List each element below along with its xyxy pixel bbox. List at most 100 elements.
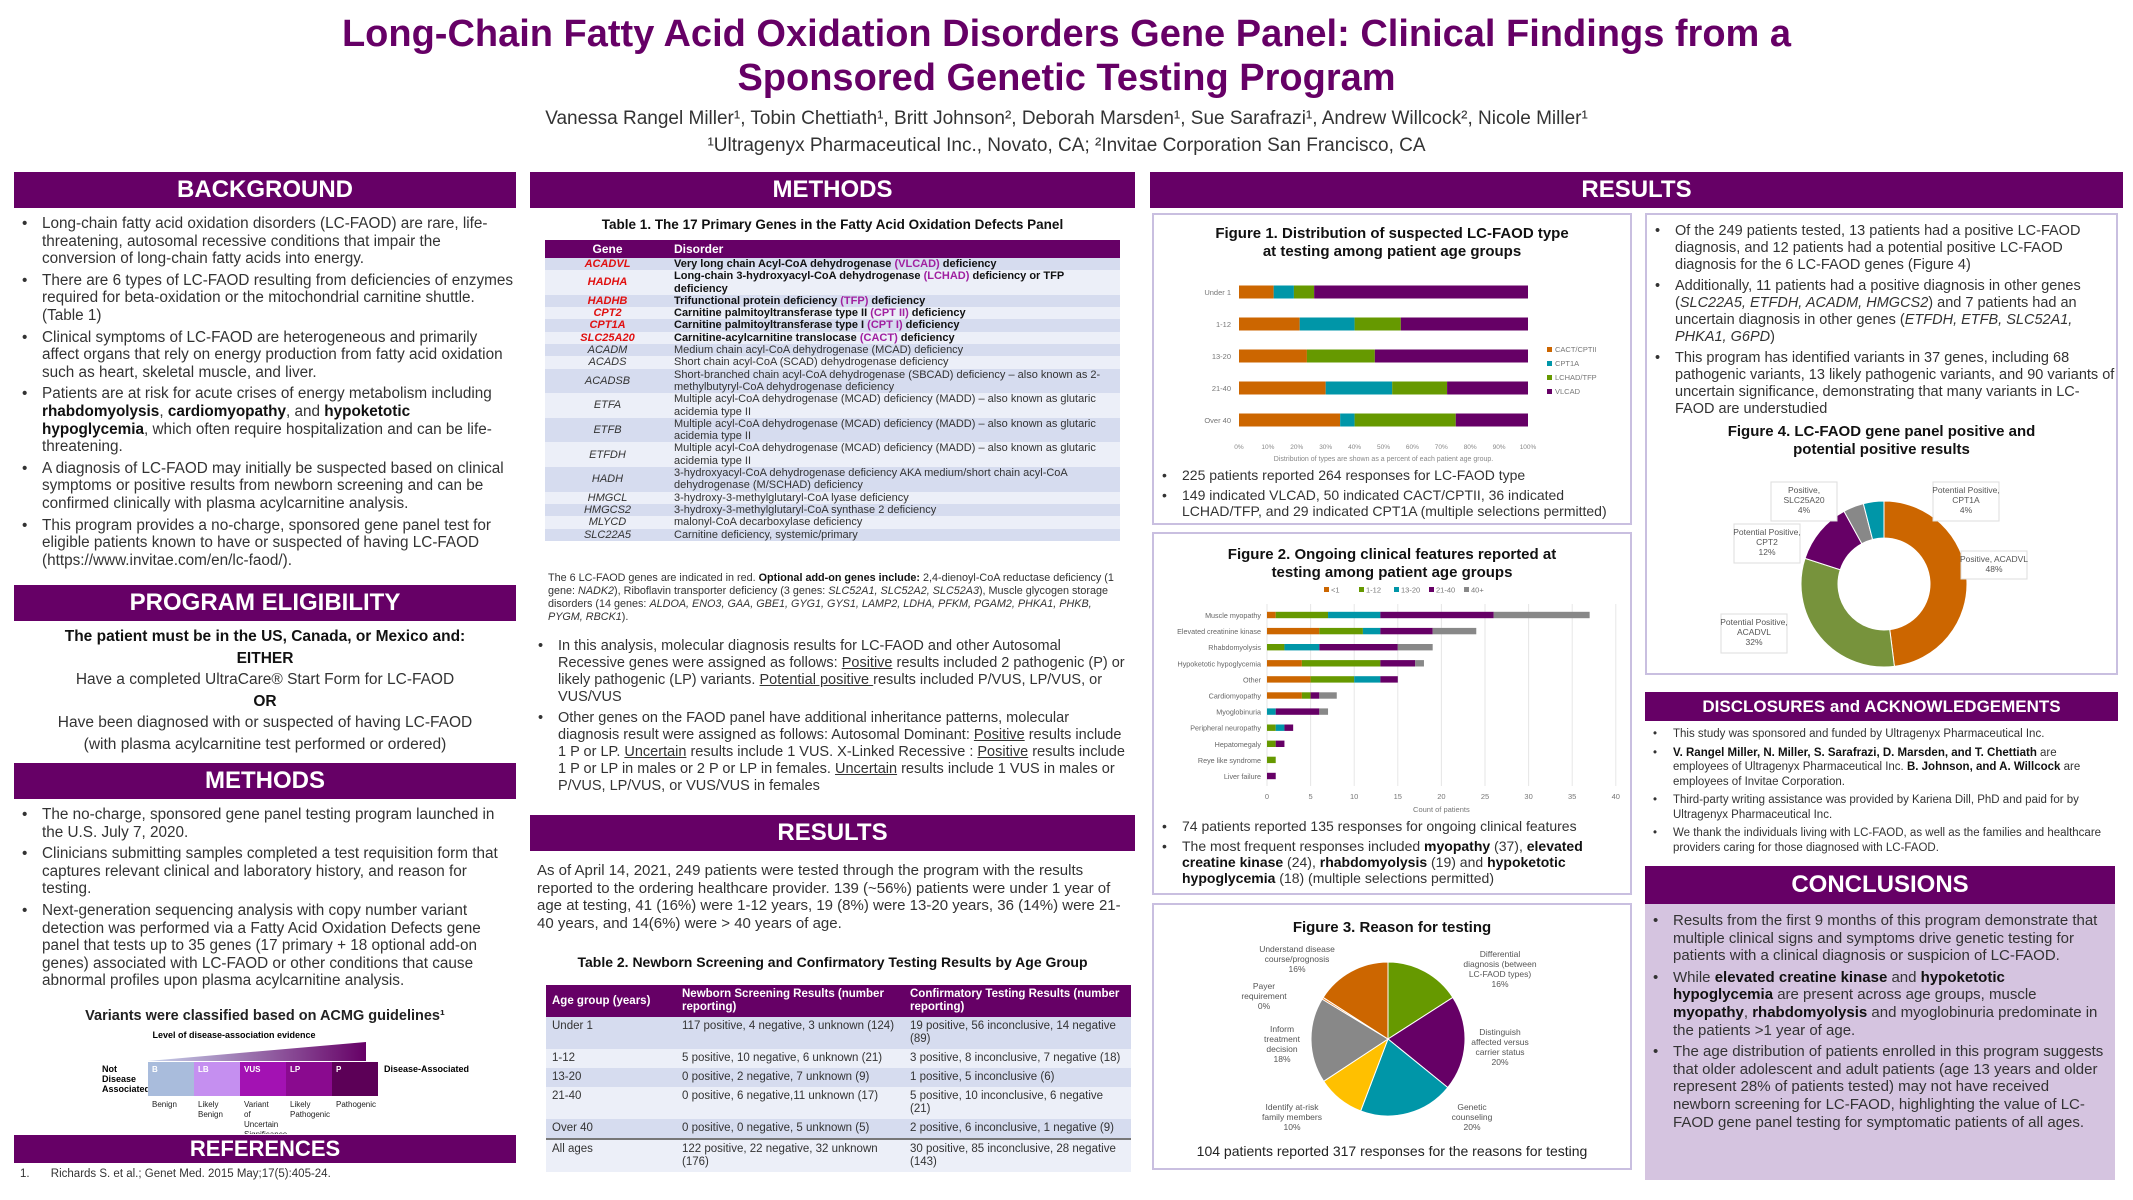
text-segment: elevated creatine kinase	[1714, 968, 1888, 986]
text-segment: Patients are at risk for acute crises of…	[42, 385, 492, 403]
text-segment: B. Johnson, and A. Willcock	[1906, 761, 2061, 773]
text-segment: This study was sponsored and funded by U…	[1673, 728, 2045, 740]
label-line: Distinguish	[1479, 1027, 1521, 1037]
label-word: Likely	[198, 1100, 218, 1109]
category-label: Hypoketotic hypoglycemia	[1178, 659, 1262, 668]
authors: Vanessa Rangel Miller¹, Tobin Chettiath¹…	[545, 108, 1588, 129]
text-segment: Additionally, 11 patients had a positive…	[1675, 278, 2081, 311]
disorder-text: Multiple acyl-CoA dehydrogenase (MCAD) d…	[674, 417, 1096, 443]
label-line: 4%	[1960, 505, 1973, 515]
eligibility-criteria: The patient must be in the US, Canada, o…	[14, 626, 516, 755]
text-segment: myopathy	[1673, 1003, 1744, 1021]
label-line: Potential Positive,	[1932, 485, 2000, 495]
text-segment: Potential positive	[759, 672, 874, 688]
disorder-cell: Multiple acyl-CoA dehydrogenase (MCAD) d…	[670, 393, 1120, 418]
text-segment: ).	[621, 611, 629, 623]
table1-row: HADHB Trifunctional protein deficiency (T…	[545, 294, 1120, 308]
label-line: 16%	[1491, 979, 1508, 989]
legend-swatch	[1547, 347, 1552, 352]
text-segment: The 6 LC-FAOD genes are indicated in red…	[548, 572, 759, 584]
label-word: Significance	[244, 1130, 288, 1134]
category-label: Hepatomegaly	[1215, 740, 1262, 749]
x-tick-label: 10	[1350, 792, 1358, 801]
category-label: 13-20	[1212, 352, 1231, 361]
bar-segment	[1493, 611, 1590, 619]
bullet-item: V. Rangel Miller, N. Miller, S. Sarafraz…	[1645, 746, 2115, 790]
confirmatory-testing-cell: 5 positive, 10 inconclusive, 6 negative …	[904, 1087, 1131, 1119]
text-segment: are employees of Ultragenyx Pharmaceutic…	[1673, 746, 2057, 774]
bar-segment	[1319, 708, 1329, 715]
legend-label: 40+	[1471, 586, 1484, 595]
pie-slice	[1862, 500, 1885, 541]
figure-1-bullets: 225 patients reported 264 responses for …	[1154, 467, 1624, 523]
bar-segment-vlcad	[1455, 413, 1528, 427]
disorder-text: malonyl-CoA decarboxylase deficiency	[674, 516, 863, 529]
label-line: LC-FAOD types)	[1469, 969, 1532, 979]
text-segment: We thank the individuals living with LC-…	[1673, 827, 2102, 854]
label-line: 32%	[1745, 637, 1762, 647]
background-bullets: Long-chain fatty acid oxidation disorder…	[14, 215, 516, 573]
figure-2-bullets: 74 patients reported 135 responses for o…	[1154, 818, 1624, 890]
table1-row: CPT2 Carnitine palmitoyltransferase type …	[545, 307, 1120, 320]
pie-slice	[1360, 1038, 1449, 1117]
disorder-text: Medium chain acyl-CoA dehydrogenase (MCA…	[674, 344, 964, 357]
text-segment: 149 indicated VLCAD, 50 indicated CACT/C…	[1182, 487, 1607, 519]
label-line: affected versus	[1471, 1037, 1529, 1047]
text-segment: and	[1887, 968, 1921, 986]
text-segment: results include 1 P or LP.	[558, 727, 1122, 760]
acmg-class-code: LB	[198, 1065, 209, 1074]
label-line: ACADVL	[1737, 627, 1771, 637]
disorder-cell: Long-chain 3-hydroxyacyl-CoA dehydrogena…	[670, 270, 1120, 295]
legend-label: 1-12	[1366, 586, 1381, 595]
text-segment: ) and 7 patients had an uncertain diagno…	[1675, 295, 2077, 328]
disorder-text: 3-hydroxy-3-methylglutaryl-CoA synthase …	[674, 503, 937, 516]
bar-segment	[1415, 660, 1424, 667]
disorder-abbreviation: (VLCAD)	[894, 258, 940, 270]
disorder-cell: Medium chain acyl-CoA dehydrogenase (MCA…	[670, 344, 1120, 357]
legend-swatch	[1547, 375, 1552, 380]
bullet-item: Of the 249 patients tested, 13 patients …	[1647, 223, 2115, 274]
bar-segment	[1301, 660, 1381, 667]
figure-3-caption: 104 patients reported 317 responses for …	[1196, 1143, 1588, 1159]
bar-segment	[1267, 660, 1302, 667]
text-segment: (24),	[1283, 854, 1320, 870]
legend-swatch	[1429, 587, 1434, 592]
label-line: 20%	[1491, 1057, 1508, 1067]
table1-row: SLC22A5 Carnitine deficiency, systemic/pr…	[545, 528, 1120, 541]
text-segment: Positive	[977, 744, 1029, 760]
text-segment: rhabdomyolysis	[1752, 1003, 1868, 1021]
bar-segment-lchad-tfp	[1293, 285, 1315, 299]
age-group-cell: 13-20	[546, 1068, 676, 1087]
bar-segment	[1380, 676, 1398, 683]
legend-swatch	[1394, 587, 1399, 592]
table2-header-age: Age group (years)	[546, 985, 676, 1017]
label-line: Positive, ACADVL	[1960, 554, 2028, 564]
text-segment: Clinical symptoms of LC-FAOD are heterog…	[42, 328, 503, 381]
table1-row: ACADS Short chain acyl-CoA (SCAD) dehydro…	[545, 356, 1120, 369]
bar-segment	[1362, 627, 1381, 635]
bar-segment-cact-cptii	[1239, 413, 1341, 427]
disorder-cell: Short-branched chain acyl-CoA dehydrogen…	[670, 368, 1120, 394]
table2-header-confirmatory: Confirmatory Testing Results (number rep…	[904, 985, 1131, 1017]
x-tick-label: 15	[1394, 792, 1402, 801]
data-label-box	[1720, 613, 1788, 654]
table1-row: CPT1A Carnitine palmitoyltransferase type…	[545, 319, 1120, 332]
disorder-text: deficiency	[908, 307, 966, 320]
disorder-cell: Carnitine deficiency, systemic/primary	[670, 528, 1120, 541]
text-segment: cardiomyopathy	[167, 402, 286, 420]
bar-segment	[1275, 724, 1285, 731]
eligibility-or: OR	[253, 692, 277, 710]
text-segment: (19) and	[1427, 854, 1488, 870]
bar-segment	[1328, 611, 1381, 619]
label-line: Positive,	[1788, 485, 1820, 495]
eligibility-option-1: Have a completed UltraCare® Start Form f…	[75, 671, 455, 688]
table2-title: Table 2. Newborn Screening and Confirmat…	[577, 954, 1088, 970]
table1-row: ETFB Multiple acyl-CoA dehydrogenase (MCA…	[545, 417, 1120, 443]
table1-row: HMGCS2 3-hydroxy-3-methylglutaryl-CoA syn…	[545, 503, 1120, 517]
disorder-text: deficiency or TFP deficiency	[674, 270, 1064, 295]
label-line: 0%	[1258, 1001, 1271, 1011]
table1-row: ETFDH Multiple acyl-CoA dehydrogenase (MC…	[545, 442, 1120, 468]
text-segment: (37),	[1490, 838, 1527, 854]
disorder-abbreviation: (LCHAD)	[923, 270, 970, 283]
x-tick-label: 70%	[1435, 444, 1448, 451]
